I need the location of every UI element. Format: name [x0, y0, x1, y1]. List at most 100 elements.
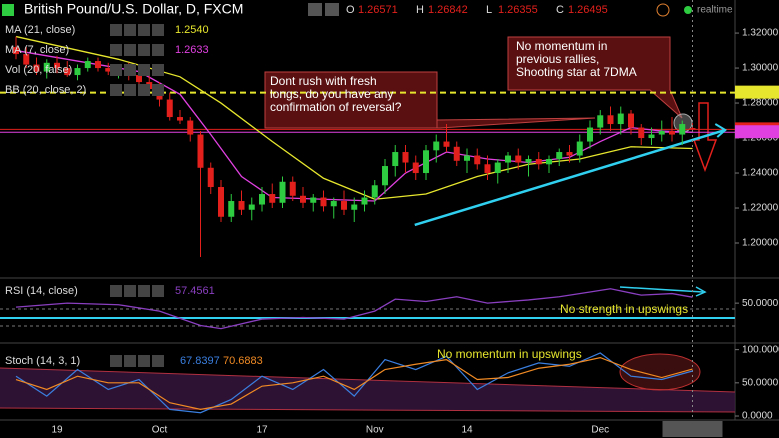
- indicator-value: 57.4561: [175, 285, 215, 297]
- price-label-box: [735, 125, 779, 139]
- indicator-button[interactable]: [124, 84, 136, 96]
- indicator-button[interactable]: [152, 64, 164, 76]
- header-button[interactable]: [325, 3, 339, 16]
- stoch-band: [0, 368, 735, 412]
- candle-body: [412, 162, 419, 174]
- candle-body: [433, 141, 440, 151]
- candle-body: [453, 146, 460, 161]
- candle-body: [658, 131, 665, 135]
- callout-text: confirmation of reversal?: [270, 100, 402, 114]
- indicator-button[interactable]: [138, 285, 150, 297]
- indicator-name: Stoch (14, 3, 1): [5, 355, 80, 367]
- indicator-button[interactable]: [152, 84, 164, 96]
- candle-body: [679, 124, 686, 135]
- y-tick-label: 1.32000: [742, 28, 779, 39]
- x-tick-label: Dec: [591, 425, 609, 436]
- candle-body: [95, 61, 101, 69]
- rsi-arrow: [619, 286, 704, 293]
- ohlc-value: 1.26842: [428, 4, 468, 16]
- indicator-button[interactable]: [138, 355, 150, 367]
- candle-body: [105, 68, 112, 72]
- x-tick-label: 14: [461, 425, 473, 436]
- x-tick-label: Oct: [152, 425, 168, 436]
- candle-body: [423, 150, 429, 174]
- ohlc-value: 1.26571: [358, 4, 398, 16]
- candle-body: [515, 155, 522, 163]
- y-tick-label: 1.28000: [742, 98, 779, 109]
- candle-body: [505, 155, 511, 163]
- indicator-button[interactable]: [124, 24, 136, 36]
- candle-body: [23, 54, 30, 65]
- candle-body: [617, 113, 624, 125]
- candle-body: [494, 162, 501, 174]
- candle-body: [64, 68, 71, 76]
- callout-text: No momentum in: [516, 39, 607, 53]
- indicator-button[interactable]: [152, 285, 164, 297]
- header-button[interactable]: [308, 3, 322, 16]
- candle-body: [402, 152, 409, 163]
- candle-body: [566, 152, 573, 156]
- y-tick-label: 100.0000: [742, 344, 779, 355]
- status-dot: [684, 6, 692, 14]
- indicator-button[interactable]: [152, 44, 164, 56]
- candle-body: [474, 155, 481, 165]
- candle-body: [13, 47, 19, 55]
- ohlc-name: O: [346, 4, 355, 16]
- indicator-button[interactable]: [152, 24, 164, 36]
- symbol-icon: [2, 4, 14, 16]
- ohlc-name: C: [556, 4, 564, 16]
- indicator-button[interactable]: [152, 355, 164, 367]
- y-tick-label: 50.0000: [742, 377, 779, 388]
- callout-box: [264, 71, 596, 129]
- candle-body: [587, 127, 593, 142]
- candle-body: [310, 197, 317, 203]
- indicator-button[interactable]: [110, 355, 122, 367]
- indicator-button[interactable]: [124, 64, 136, 76]
- indicator-button[interactable]: [124, 44, 136, 56]
- candle-body: [597, 115, 604, 128]
- indicator-button[interactable]: [110, 84, 122, 96]
- stoch-highlight: [619, 353, 701, 391]
- indicator-button[interactable]: [138, 44, 150, 56]
- candle-body: [464, 155, 470, 161]
- indicator-button[interactable]: [110, 24, 122, 36]
- candle-body: [177, 117, 183, 121]
- price-label-box: [735, 85, 779, 99]
- indicator-button[interactable]: [110, 285, 122, 297]
- candle-body: [238, 201, 245, 210]
- candle-body: [669, 131, 675, 135]
- candle-body: [351, 204, 358, 210]
- candle-body: [361, 197, 368, 205]
- candle-body: [33, 64, 40, 72]
- indicator-button[interactable]: [124, 355, 136, 367]
- indicator-button[interactable]: [110, 44, 122, 56]
- candle-body: [648, 134, 655, 139]
- indicator-button[interactable]: [124, 285, 136, 297]
- candle-body: [689, 128, 696, 130]
- candle-body: [197, 134, 204, 168]
- candle-body: [218, 187, 224, 217]
- y-tick-label: 1.22000: [742, 203, 779, 214]
- candle-body: [392, 152, 399, 167]
- annotation: No strength in upswings: [560, 302, 688, 316]
- candle-body: [443, 141, 450, 147]
- candle-body: [207, 167, 214, 188]
- candle-body: [74, 68, 81, 76]
- candle-body: [136, 75, 142, 83]
- ohlc-name: L: [486, 4, 492, 16]
- trend-line: [414, 128, 726, 227]
- cursor-date-box: [662, 421, 723, 437]
- indicator-button[interactable]: [138, 64, 150, 76]
- callout-text: Dont rush with fresh: [270, 74, 377, 88]
- indicator-button[interactable]: [138, 84, 150, 96]
- x-tick-label: Nov: [366, 425, 384, 436]
- indicator-button[interactable]: [110, 64, 122, 76]
- candle-body: [546, 159, 552, 165]
- candle-body: [228, 201, 235, 217]
- indicator-button[interactable]: [138, 24, 150, 36]
- y-tick-label: 50.0000: [742, 298, 779, 309]
- alert-icon[interactable]: [656, 3, 670, 17]
- indicator-name: BB (20, close, 2): [5, 84, 86, 96]
- stoch-band-edge: [0, 407, 736, 413]
